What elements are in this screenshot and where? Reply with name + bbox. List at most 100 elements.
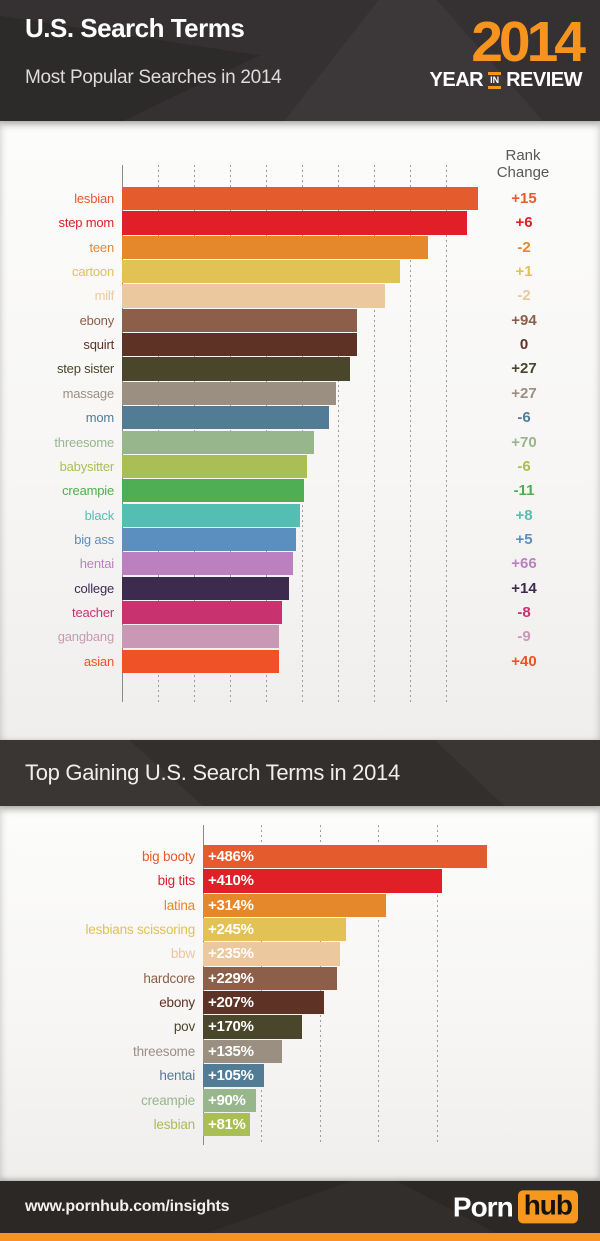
rank-change-value: -8	[517, 603, 531, 621]
year-in-review-logo: 2014 YEAR IN REVIEW	[429, 10, 586, 92]
bar: +486%	[203, 845, 487, 869]
rank-change-column-header: Rank Change	[496, 147, 550, 182]
chart-row: gangbang -9	[0, 625, 600, 649]
bar-label: big ass	[74, 531, 114, 547]
chart-row: creampie -11	[0, 479, 600, 503]
bar-label: massage	[62, 385, 115, 401]
bar	[122, 260, 400, 284]
bar	[122, 552, 293, 576]
bar-label: pov	[173, 1019, 195, 1035]
bar-value-label: +314%	[208, 896, 254, 914]
bar: +81%	[203, 1112, 251, 1137]
bar: +229%	[203, 966, 337, 990]
rank-change-value: +6	[515, 214, 533, 232]
rank-change-value: -9	[517, 628, 531, 646]
chart-row: hardcore +229%	[0, 966, 600, 990]
rank-change-value: -11	[513, 482, 535, 500]
bar-value-label: +410%	[208, 872, 254, 890]
bar	[122, 649, 279, 673]
bar	[122, 454, 308, 479]
bar-label: bbw	[170, 946, 195, 962]
rank-change-value: -6	[517, 409, 531, 427]
rank-change-value: +40	[511, 652, 537, 670]
bar-label: hardcore	[143, 970, 195, 986]
rank-change-value: +70	[511, 433, 537, 451]
bar-label: squirt	[83, 337, 114, 353]
bar-label: teacher	[72, 604, 114, 620]
bar-label: step mom	[58, 215, 115, 231]
chart-row: teen -2	[0, 235, 600, 259]
bar: +235%	[203, 942, 341, 966]
bar: +170%	[203, 1015, 303, 1039]
chart-row: big booty +486%	[0, 845, 600, 869]
chart1-gridline	[374, 165, 375, 702]
section-title: Top Gaining U.S. Search Terms in 2014	[25, 760, 400, 785]
rank-change-value: 0	[519, 336, 529, 354]
bar-label: ebony	[79, 312, 115, 328]
chart-row: big tits +410%	[0, 869, 600, 893]
bar	[122, 430, 315, 454]
bar-label: latina	[163, 897, 195, 913]
rank-change-value: +8	[515, 506, 533, 524]
rank-change-value: +5	[515, 530, 533, 548]
bar-label: gangbang	[57, 629, 114, 645]
bar-value-label: +170%	[208, 1018, 254, 1036]
chart-row: asian +40	[0, 649, 600, 673]
chart-row: latina +314%	[0, 893, 600, 917]
chart-row: step mom +6	[0, 211, 600, 235]
rank-change-value: -6	[517, 457, 531, 475]
rank-change-value: +27	[511, 384, 537, 402]
rank-change-value: +14	[511, 579, 537, 597]
page-title: U.S. Search Terms	[25, 13, 245, 43]
bar	[122, 406, 329, 430]
chart2-gridline	[436, 825, 438, 1145]
bar-label: teen	[89, 239, 114, 255]
bar-value-label: +235%	[208, 945, 254, 963]
bar-label: lesbian	[153, 1116, 196, 1132]
chart-row: cartoon +1	[0, 260, 600, 284]
chart1-gridline	[410, 165, 411, 702]
chart-row: step sister +27	[0, 357, 600, 381]
bar	[122, 479, 304, 503]
bar	[122, 576, 290, 600]
chart-row: college +14	[0, 576, 600, 600]
chart-row: mom -6	[0, 406, 600, 430]
chart-row: hentai +105%	[0, 1064, 600, 1088]
rank-change-value: -2	[517, 238, 531, 256]
chart-row: squirt 0	[0, 333, 600, 357]
rank-change-value: -2	[517, 287, 531, 305]
bar	[122, 187, 478, 211]
bar-value-label: +207%	[208, 994, 254, 1012]
bar-label: ebony	[159, 995, 195, 1011]
footer: www.pornhub.com/insights Porn hub	[0, 1181, 600, 1233]
bar	[122, 357, 350, 381]
bar	[122, 625, 279, 649]
chart-row: ebony +207%	[0, 991, 600, 1015]
bar	[122, 308, 357, 332]
logo-word-review: REVIEW	[506, 69, 582, 92]
rank-change-value: +15	[511, 190, 537, 207]
rank-change-value: +27	[511, 360, 537, 378]
chart-row: massage +27	[0, 381, 600, 405]
logo-year-2014: 2014	[471, 10, 586, 74]
bar-label: mom	[85, 410, 114, 426]
chart-row: creampie +90%	[0, 1088, 600, 1112]
bar-label: lesbians scissoring	[85, 922, 196, 938]
bar-value-label: +81%	[208, 1115, 246, 1133]
logo-tagline: YEAR IN REVIEW	[429, 69, 583, 92]
insights-url[interactable]: www.pornhub.com/insights	[25, 1198, 230, 1215]
bar-value-label: +245%	[208, 921, 254, 939]
bar	[122, 381, 336, 405]
bar-label: babysitter	[59, 458, 115, 474]
bar-label: asian	[83, 653, 114, 669]
bar	[122, 284, 386, 308]
bar-label: cartoon	[72, 264, 114, 280]
bar: +245%	[203, 918, 347, 942]
bar-label: milf	[94, 288, 115, 304]
bar-label: threesome	[133, 1043, 195, 1059]
chart-row: black +8	[0, 503, 600, 527]
logo-word-year: YEAR	[429, 69, 484, 92]
